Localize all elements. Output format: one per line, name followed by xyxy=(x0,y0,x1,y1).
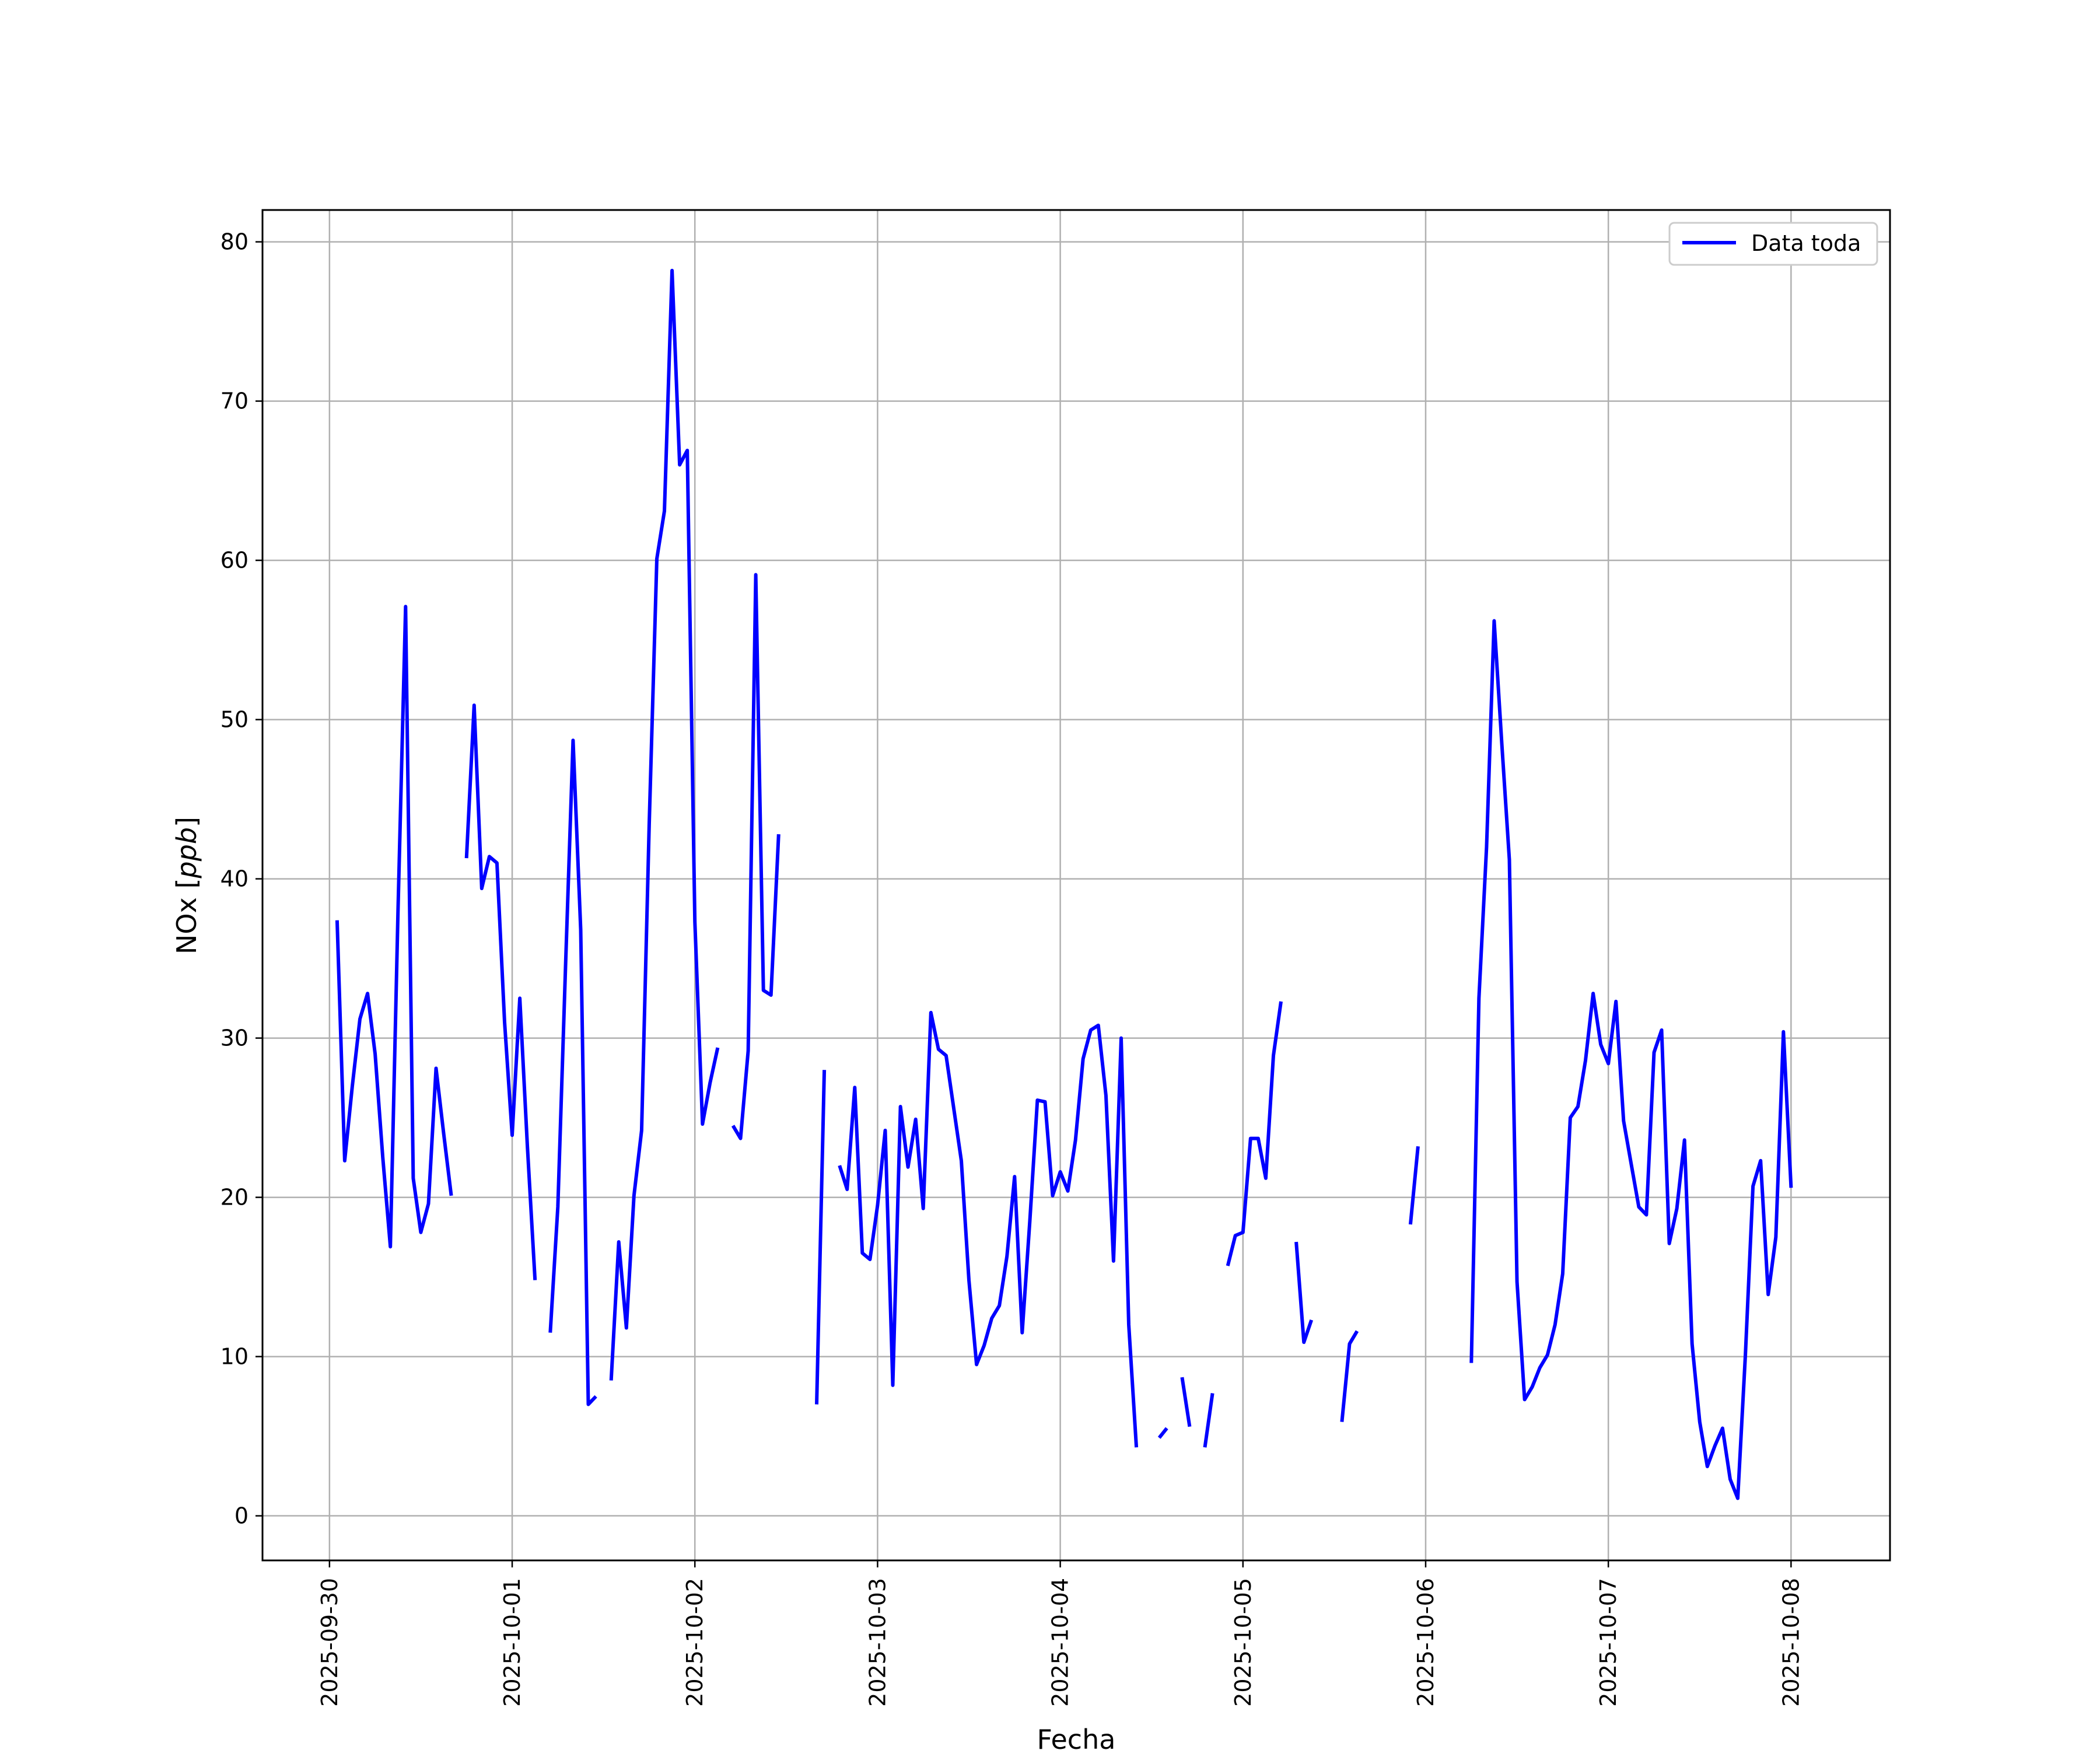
y-tick-label: 50 xyxy=(220,707,249,733)
x-tick-label: 2025-09-30 xyxy=(317,1578,342,1707)
y-tick-label: 10 xyxy=(220,1344,249,1370)
series-line-segment xyxy=(1226,1001,1283,1266)
legend-box xyxy=(1668,222,1878,266)
x-tick-label: 2025-10-02 xyxy=(682,1578,708,1707)
series-line-segment xyxy=(335,604,453,1249)
series-line-segment xyxy=(1157,1427,1168,1439)
x-tick-label: 2025-10-03 xyxy=(864,1578,890,1707)
series-line-segment xyxy=(1469,619,1793,1500)
x-tick-label: 2025-10-01 xyxy=(499,1578,525,1707)
series-line-segment xyxy=(464,704,537,1280)
series-lines xyxy=(335,268,1793,1500)
legend-label-data-toda: Data toda xyxy=(1751,230,1861,256)
series-line-segment xyxy=(609,268,720,1381)
series-line-segment xyxy=(1294,1241,1314,1344)
x-tick-label: 2025-10-05 xyxy=(1230,1578,1256,1707)
series-line-segment xyxy=(731,573,780,1140)
series-line-segment xyxy=(1203,1392,1214,1448)
y-tick-label: 70 xyxy=(220,388,249,414)
grid xyxy=(262,210,1890,1560)
x-axis-title: Fecha xyxy=(1037,1724,1116,1750)
series-line-segment xyxy=(838,1010,1139,1448)
series-line-segment xyxy=(1180,1377,1192,1427)
plot-area-frame xyxy=(261,209,1891,1562)
y-tick-label: 60 xyxy=(220,548,249,573)
y-axis-title-suffix: ] xyxy=(171,817,202,827)
y-axis-title-prefix: NOx [ xyxy=(171,878,202,954)
series-line-segment xyxy=(815,1070,827,1405)
y-tick-label: 0 xyxy=(235,1503,249,1529)
series-line-segment xyxy=(1340,1330,1359,1422)
y-tick-label: 20 xyxy=(220,1185,249,1210)
y-tick-label: 40 xyxy=(220,866,249,892)
axis-ticks: 0 10 20 30 40 50 60 70 80 2025-09-30 2025-10-01 202… xyxy=(220,229,1804,1707)
x-tick-label: 2025-10-04 xyxy=(1048,1578,1073,1707)
y-tick-label: 80 xyxy=(220,229,249,255)
y-axis-title-unit: ppb xyxy=(171,827,202,879)
legend: Data toda xyxy=(1668,222,1878,266)
series-line-segment xyxy=(1408,1146,1420,1225)
y-axis-title: NOx [ppb] xyxy=(171,817,202,954)
y-tick-label: 30 xyxy=(220,1026,249,1051)
x-tick-label: 2025-10-06 xyxy=(1413,1578,1438,1707)
series-line-segment xyxy=(548,738,597,1406)
x-tick-label: 2025-10-07 xyxy=(1595,1578,1621,1707)
x-tick-label: 2025-10-08 xyxy=(1778,1578,1804,1707)
